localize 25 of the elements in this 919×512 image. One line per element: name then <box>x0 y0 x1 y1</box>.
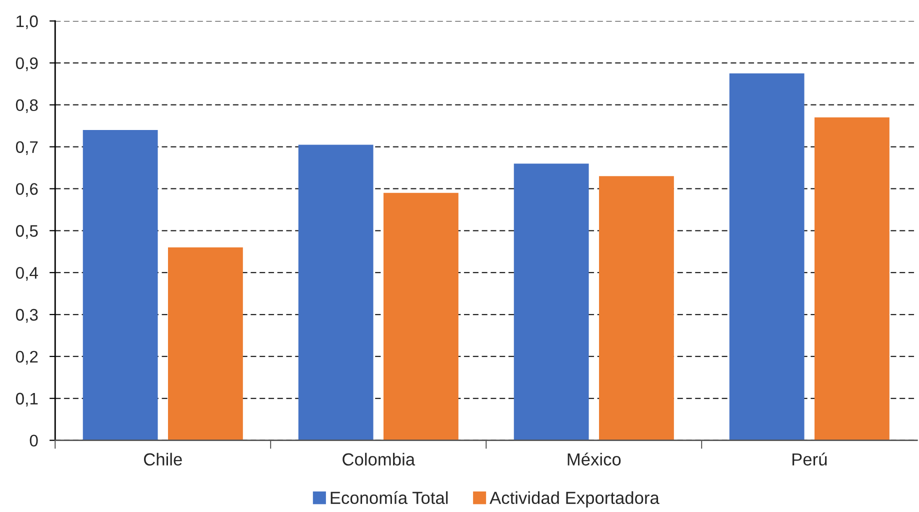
x-tick-label: México <box>568 452 621 466</box>
bar <box>814 117 890 440</box>
bar <box>384 192 458 440</box>
y-tick-label: 0,5 <box>16 225 38 239</box>
y-tick-label: 0,9 <box>16 57 38 72</box>
y-tick-label: 0 <box>30 434 38 447</box>
y-tick-label: 0,7 <box>16 141 38 155</box>
y-tick-label: 0,2 <box>16 350 38 365</box>
x-tick-label: Perú <box>792 452 827 466</box>
bar <box>168 247 243 440</box>
bar <box>82 130 158 440</box>
bar <box>298 144 374 440</box>
y-tick-label: 0,1 <box>16 392 38 407</box>
y-tick-label: 0,6 <box>16 183 38 197</box>
bar <box>514 164 589 440</box>
bar <box>729 73 804 440</box>
y-tick-label: 0,8 <box>16 99 38 114</box>
bar <box>599 176 674 440</box>
x-tick-label: Colombia <box>342 452 416 466</box>
y-tick-label: 0,4 <box>16 266 38 281</box>
y-tick-label: 0,3 <box>16 308 38 323</box>
legend-label: Economía Total <box>330 491 448 504</box>
legend-label: Actividad Exportadora <box>490 491 660 508</box>
y-tick-label: 1,0 <box>16 15 38 30</box>
x-tick-label: Chile <box>144 452 182 466</box>
